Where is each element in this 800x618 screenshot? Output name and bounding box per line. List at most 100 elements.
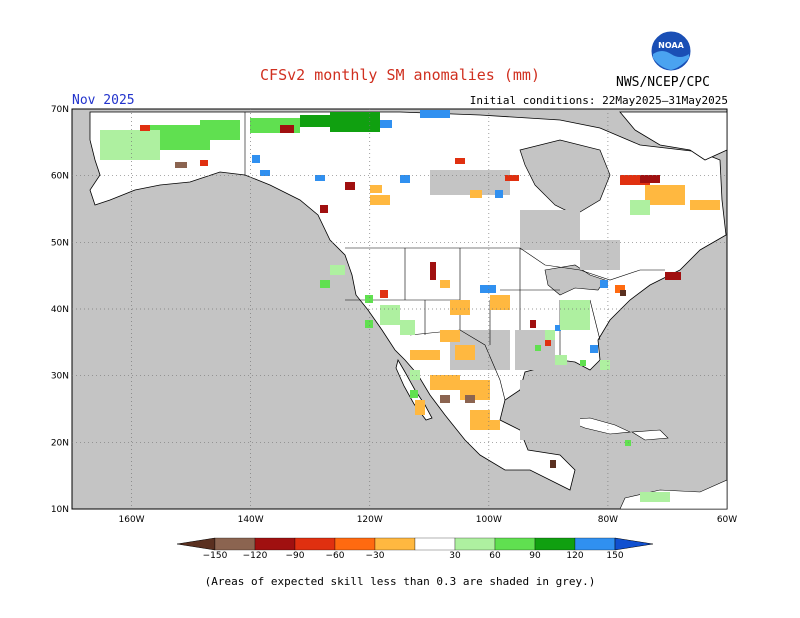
colorbar-swatch [534, 537, 576, 551]
forecast-month: Nov 2025 [72, 93, 135, 108]
anomaly-cell [530, 320, 536, 328]
lon-label: 140W [238, 515, 264, 525]
anomaly-cell [365, 295, 373, 303]
anomaly-cell [505, 175, 519, 181]
lat-label: 60N [51, 172, 69, 182]
axis-labels: 70N 60N 50N 40N 30N 20N 10N 160W 140W 120W 100W 80W… [51, 105, 737, 525]
anomaly-cell [415, 400, 425, 415]
anomaly-cell [430, 375, 460, 390]
noaa-logo-icon: NOAA [650, 30, 692, 72]
anomaly-cell [620, 175, 650, 185]
political-borders [244, 112, 665, 401]
anomaly-cell [580, 360, 586, 366]
hudson-bay [519, 139, 611, 216]
colorbar-max-arrow [614, 537, 654, 551]
anomaly-cell [600, 280, 608, 288]
anomaly-cell [470, 410, 490, 430]
anomaly-cell [100, 130, 160, 160]
anomaly-cell [380, 120, 392, 128]
anomaly-cell [555, 355, 567, 365]
anomaly-cell [470, 190, 482, 198]
anomaly-cell [480, 285, 496, 293]
lat-label: 10N [51, 505, 69, 515]
colorbar-swatch [454, 537, 496, 551]
anomaly-cell [455, 158, 465, 164]
lat-label: 20N [51, 438, 69, 448]
anomaly-cell [175, 162, 187, 168]
lon-label: 80W [598, 515, 618, 525]
anomaly-cell [600, 360, 610, 370]
anomaly-cell [545, 340, 551, 346]
anomaly-cell [495, 190, 503, 198]
hispaniola-land [631, 429, 669, 441]
anomaly-cell [630, 200, 650, 215]
lat-label: 50N [51, 238, 69, 248]
anomaly-cell [545, 330, 555, 340]
anomaly-cell [380, 290, 388, 298]
colorbar-label: 150 [606, 551, 623, 561]
greenland-land [619, 111, 728, 161]
colorbar-swatch [414, 537, 456, 551]
lon-label: 60W [717, 515, 737, 525]
anomaly-cell [440, 395, 450, 403]
colorbar-label: 30 [449, 551, 461, 561]
anomaly-cell [320, 280, 330, 288]
anomaly-cell [645, 185, 685, 205]
colorbar-label: −60 [326, 551, 345, 561]
anomaly-cell [140, 125, 150, 131]
anomaly-cell [280, 125, 294, 133]
colorbar-label: −150 [203, 551, 228, 561]
anomaly-cell [370, 195, 390, 205]
anomaly-cell [450, 300, 470, 315]
map-title: CFSv2 monthly SM anomalies (mm) [260, 66, 540, 84]
agency-label: NWS/NCEP/CPC [616, 75, 710, 90]
initial-conditions: Initial conditions: 22May2025–31May2025 [469, 94, 728, 107]
anomaly-cell [465, 395, 475, 403]
colorbar-swatch [494, 537, 536, 551]
anomaly-cell [665, 272, 681, 280]
anomaly-cell [550, 460, 556, 468]
colorbar-min-arrow [176, 537, 216, 551]
anomaly-cell [690, 200, 720, 210]
anomaly-cell [430, 262, 436, 280]
lat-label: 40N [51, 305, 69, 315]
anomaly-cell [420, 110, 450, 118]
anomaly-cell [410, 370, 420, 380]
colorbar: −150 −120 −90 −60 −30 30 60 90 120 150 [176, 537, 654, 561]
lon-label: 120W [357, 515, 383, 525]
anomaly-cell [640, 492, 670, 502]
low-skill-shading [430, 170, 620, 440]
colorbar-swatch [574, 537, 616, 551]
footer-note: (Areas of expected skill less than 0.3 a… [204, 575, 596, 588]
colorbar-label: −120 [243, 551, 268, 561]
map-gridlines [72, 109, 727, 509]
colorbar-label: −90 [286, 551, 305, 561]
colorbar-swatch [254, 537, 296, 551]
colorbar-swatch [374, 537, 416, 551]
anomaly-cell [380, 305, 400, 325]
anomaly-cell [455, 345, 475, 360]
anomaly-cell [615, 285, 625, 293]
svg-text:NOAA: NOAA [658, 41, 684, 50]
cuba-land [564, 417, 632, 435]
anomaly-cell [535, 345, 541, 351]
colorbar-swatch [334, 537, 376, 551]
anomaly-cell [345, 182, 355, 190]
anomaly-cell [260, 170, 270, 176]
colorbar-swatch [214, 537, 256, 551]
anomaly-cell [490, 420, 500, 430]
lat-label: 70N [51, 105, 69, 115]
anomaly-cell [560, 300, 590, 330]
anomaly-cell [625, 440, 631, 446]
colorbar-label: −30 [366, 551, 385, 561]
anomaly-cell [315, 175, 325, 181]
lon-label: 160W [119, 515, 145, 525]
anomaly-cell [640, 175, 660, 183]
anomaly-cell [490, 295, 510, 310]
anomaly-cell [330, 112, 380, 132]
anomaly-cell [410, 390, 418, 398]
anomaly-cell [440, 330, 460, 342]
anomaly-cell [410, 350, 440, 360]
anomaly-cell [252, 155, 260, 163]
anomaly-cell [620, 290, 626, 296]
